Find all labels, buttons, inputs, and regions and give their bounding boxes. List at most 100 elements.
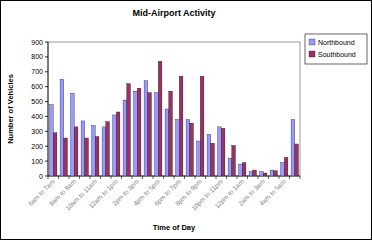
bar (144, 81, 148, 176)
bar (155, 93, 159, 176)
bar (274, 171, 278, 176)
y-tick-label: 100 (31, 158, 43, 165)
bar (281, 163, 285, 176)
x-tick-label: 4am to 5am (258, 178, 287, 207)
y-tick-label: 400 (31, 113, 43, 120)
bar (64, 138, 68, 176)
bar (242, 163, 246, 176)
bar (207, 134, 211, 176)
bar (284, 157, 288, 176)
bar (239, 164, 243, 176)
x-tick (111, 176, 112, 179)
y-tick-label: 600 (31, 83, 43, 90)
bar (165, 109, 169, 176)
y-tick-label: 300 (31, 128, 43, 135)
bar (95, 137, 99, 176)
bar (92, 125, 96, 176)
legend-swatch (309, 51, 315, 57)
x-tick (132, 176, 133, 179)
bar (270, 170, 274, 176)
y-tick (45, 146, 48, 147)
bar (200, 76, 204, 176)
y-tick-label: 500 (31, 98, 43, 105)
bar (116, 112, 120, 176)
legend-swatch (309, 39, 315, 45)
bar (134, 91, 138, 176)
bar (263, 173, 267, 176)
y-tick (45, 101, 48, 102)
bar (169, 91, 173, 176)
x-tick (226, 176, 227, 179)
bar (211, 143, 215, 176)
y-tick (45, 116, 48, 117)
x-axis-label: Time of Day (153, 223, 196, 232)
y-tick-label: 700 (31, 68, 43, 75)
x-tick (121, 176, 122, 179)
legend-label: Southbound (318, 51, 356, 58)
bar (123, 100, 127, 176)
bar (197, 141, 201, 176)
bar (291, 119, 295, 176)
bar (50, 105, 54, 176)
x-tick (205, 176, 206, 179)
bar (253, 170, 257, 176)
bar (179, 76, 183, 176)
x-tick (184, 176, 185, 179)
bar (148, 93, 152, 176)
x-tick (100, 176, 101, 179)
bar (232, 145, 236, 176)
bar (53, 133, 57, 176)
x-tick (142, 176, 143, 179)
bar (102, 127, 106, 176)
bar (190, 123, 194, 176)
bar (71, 93, 75, 176)
y-axis-label: Number of Vehicles (6, 74, 15, 144)
bar (81, 121, 85, 176)
x-tick (289, 176, 290, 179)
x-tick (195, 176, 196, 179)
bar (295, 144, 299, 176)
bar (60, 79, 64, 176)
x-tick (174, 176, 175, 179)
bar (249, 172, 253, 176)
bar (137, 88, 141, 176)
y-tick (45, 176, 48, 177)
y-tick (45, 131, 48, 132)
y-tick (45, 42, 48, 43)
x-tick (279, 176, 280, 179)
chart-frame (1, 1, 372, 240)
x-tick (163, 176, 164, 179)
bar (127, 84, 131, 176)
plot-area (48, 42, 300, 176)
title: Mid-Airport Activity (132, 8, 215, 18)
bar (158, 61, 162, 176)
bars (50, 61, 299, 176)
bar (228, 158, 232, 176)
bar (74, 127, 78, 176)
bar (85, 138, 89, 176)
x-tick (153, 176, 154, 179)
y-tick-label: 900 (31, 39, 43, 46)
x-tick (69, 176, 70, 179)
legend-box (305, 34, 367, 64)
x-tick (90, 176, 91, 179)
x-tick (247, 176, 248, 179)
bar (106, 122, 110, 176)
y-tick (45, 86, 48, 87)
x-tick (237, 176, 238, 179)
x-tick (79, 176, 80, 179)
y-tick-label: 800 (31, 53, 43, 60)
bar (218, 127, 222, 176)
x-tick (300, 176, 301, 179)
x-tick (216, 176, 217, 179)
bar (176, 119, 180, 176)
y-tick (45, 71, 48, 72)
bar (186, 119, 190, 176)
bar (260, 172, 264, 176)
y-tick-label: 200 (31, 143, 43, 150)
x-tick (58, 176, 59, 179)
bar (221, 128, 225, 176)
x-tick (48, 176, 49, 179)
x-tick (258, 176, 259, 179)
y-tick-label: 0 (39, 173, 43, 180)
